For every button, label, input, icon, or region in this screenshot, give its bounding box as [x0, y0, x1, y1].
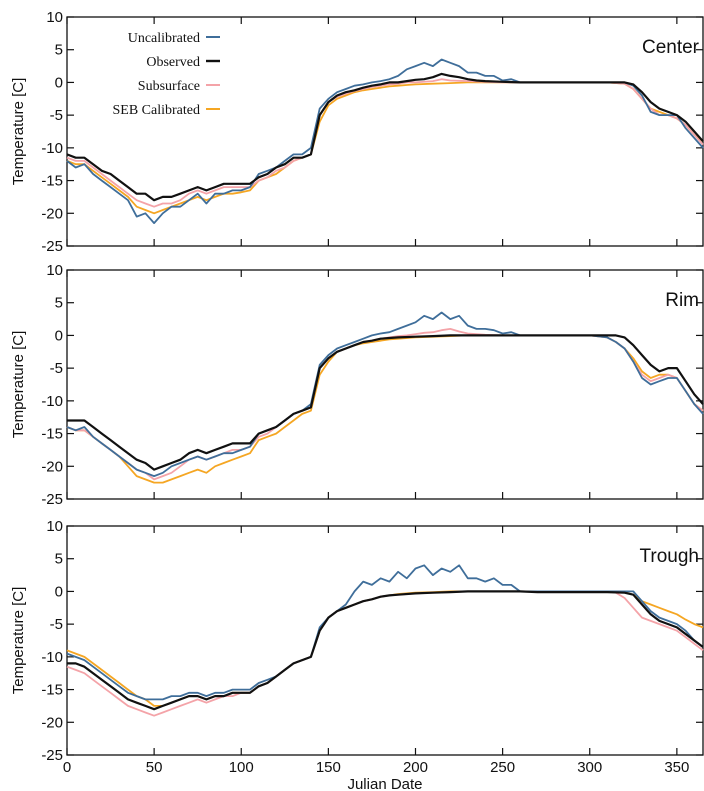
legend-label-uncalibrated: Uncalibrated [128, 31, 200, 46]
y-tick-label: -25 [41, 747, 63, 764]
x-tick-label: 100 [229, 759, 254, 776]
y-tick-label: 0 [55, 74, 63, 91]
series-line-subsurface [66, 78, 704, 208]
y-tick-label: -15 [41, 173, 63, 190]
x-tick-label: 350 [664, 759, 689, 776]
y-tick-label: -15 [41, 682, 63, 699]
series-line-observed [67, 590, 704, 711]
x-tick-label: 0 [63, 759, 71, 776]
y-tick-label: 10 [46, 518, 63, 535]
y-axis-label: Temperature [C] [10, 78, 27, 186]
legend-label-observed: Observed [146, 55, 200, 70]
y-tick-label: -10 [41, 140, 63, 157]
series-line-observed [67, 334, 704, 471]
series-line-uncalibrated [66, 311, 704, 477]
y-tick-label: -25 [41, 491, 63, 508]
x-tick-label: 50 [146, 759, 163, 776]
plot-frame [66, 525, 704, 756]
y-tick-label: -10 [41, 649, 63, 666]
series-line-observed [66, 72, 704, 202]
y-tick-label: -25 [41, 238, 63, 255]
y-tick-label: 0 [55, 327, 63, 344]
series-line-subsurface [66, 590, 704, 717]
x-axis-label: Julian Date [347, 776, 422, 791]
y-tick-label: -20 [41, 458, 63, 475]
y-tick-label: -5 [50, 616, 63, 633]
x-tick-label: 150 [316, 759, 341, 776]
y-tick-label: -5 [50, 107, 63, 124]
y-tick-label: 5 [55, 42, 63, 59]
y-tick-label: 5 [55, 551, 63, 568]
panel-rim: 10 5 0 -5 -10 -15 -20 -25 Temperature [C] Rim [10, 262, 704, 508]
series-line-uncalibrated [66, 564, 704, 701]
plot-frame [66, 16, 704, 247]
series-line-subsurface [66, 328, 704, 481]
legend: Uncalibrated Observed Subsurface SEB Calibr… [113, 31, 220, 118]
y-tick-label: -5 [50, 360, 63, 377]
panel-title-trough: Trough [640, 546, 700, 567]
panel-title-center: Center [642, 37, 700, 58]
y-tick-label: -20 [41, 714, 63, 731]
y-tick-label: 10 [46, 9, 63, 26]
plot-frame [66, 269, 704, 500]
series-line-seb-calibrated [66, 334, 704, 484]
panel-title-rim: Rim [665, 290, 699, 311]
y-tick-label: 10 [46, 262, 63, 279]
x-tick-label: 200 [403, 759, 428, 776]
y-tick-label: 0 [55, 583, 63, 600]
series-line-seb-calibrated [66, 590, 704, 707]
y-axis-label: Temperature [C] [10, 587, 27, 695]
y-tick-label: -15 [41, 426, 63, 443]
y-tick-label: -10 [41, 393, 63, 410]
y-tick-label: -20 [41, 205, 63, 222]
panel-center: 10 5 0 -5 -10 -15 -20 -25 Temperature [C] Center [10, 9, 704, 255]
x-tick-label: 250 [490, 759, 515, 776]
y-tick-label: 5 [55, 295, 63, 312]
legend-label-seb-calibrated: SEB Calibrated [113, 103, 201, 118]
x-tick-label: 300 [577, 759, 602, 776]
legend-label-subsurface: Subsurface [138, 79, 200, 94]
y-axis-label: Temperature [C] [10, 331, 27, 439]
